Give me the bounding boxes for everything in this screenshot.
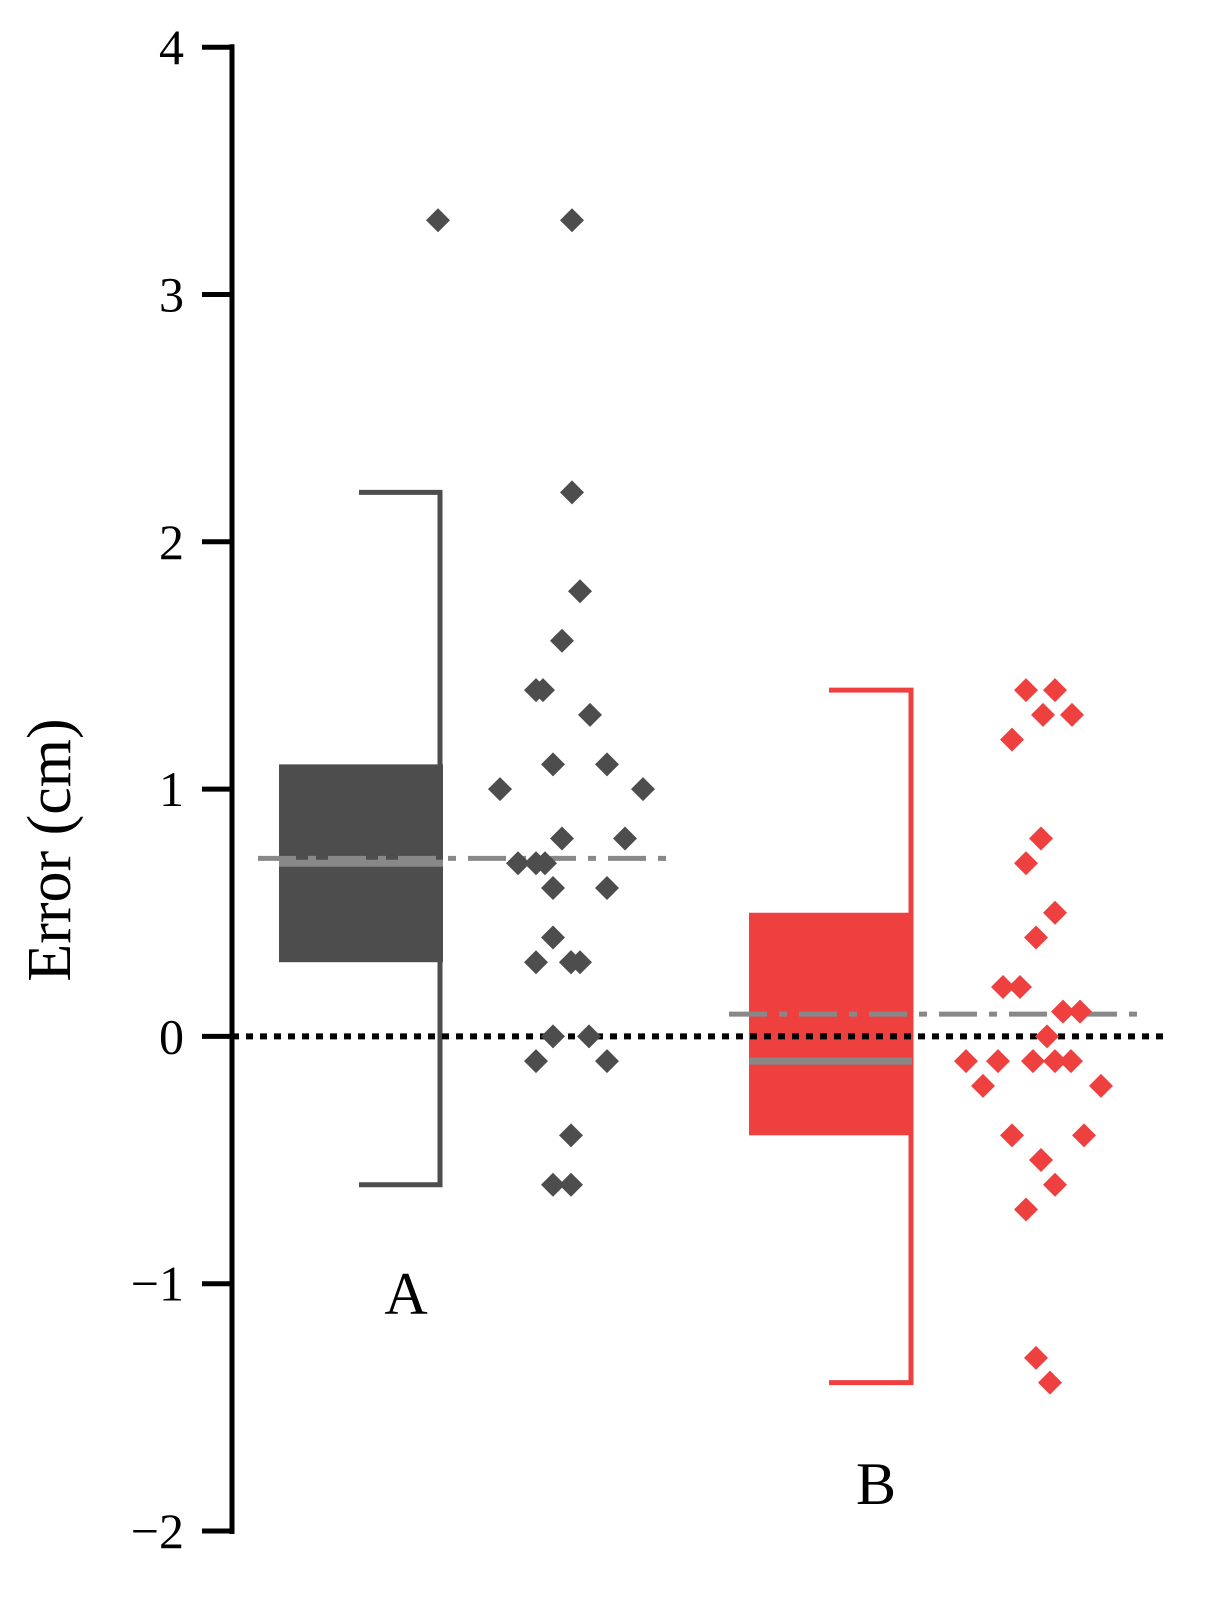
data-point [550, 628, 574, 653]
data-point [595, 1049, 619, 1074]
data-point [1068, 999, 1092, 1024]
data-point [1014, 678, 1038, 703]
data-point [559, 950, 583, 975]
y-tick-label: 1 [159, 761, 184, 817]
data-point [631, 777, 655, 802]
data-point [1024, 925, 1048, 950]
data-point [1038, 1370, 1062, 1395]
group-labels: AB [384, 1261, 896, 1517]
y-tick-label: 0 [159, 1008, 184, 1064]
data-point [541, 752, 565, 777]
data-point [541, 876, 565, 901]
data-point [595, 876, 619, 901]
data-point [954, 1049, 978, 1074]
data-point [1043, 1049, 1067, 1074]
data-point [1000, 727, 1024, 752]
box-groups [279, 489, 914, 1386]
data-point [1014, 851, 1038, 876]
data-point [1089, 1073, 1113, 1098]
data-point [595, 752, 619, 777]
data-point [524, 1049, 548, 1074]
data-point [426, 208, 450, 233]
data-point [568, 579, 592, 604]
data-point [991, 974, 1015, 999]
data-point [1031, 702, 1055, 727]
data-point [577, 1024, 601, 1049]
data-point [541, 925, 565, 950]
data-point [613, 826, 637, 851]
data-point [986, 1049, 1010, 1074]
data-point [1024, 1345, 1048, 1370]
data-point [550, 826, 574, 851]
data-point [1029, 1148, 1053, 1173]
data-point [533, 851, 557, 876]
y-tick-label: −1 [131, 1256, 184, 1312]
data-point [524, 950, 548, 975]
group-label: A [384, 1261, 427, 1327]
data-point [1008, 974, 1032, 999]
data-point [1029, 826, 1053, 851]
data-point [1043, 900, 1067, 925]
data-point [971, 1073, 995, 1098]
y-tick-label: −2 [131, 1503, 184, 1559]
data-point [1043, 1172, 1067, 1197]
data-point [531, 678, 555, 703]
y-tick-label: 2 [159, 514, 184, 570]
data-point [1060, 702, 1084, 727]
data-point [559, 1123, 583, 1148]
y-tick-label: 4 [159, 19, 184, 75]
data-point [1059, 1049, 1083, 1074]
data-point [541, 1172, 565, 1197]
data-point [1072, 1123, 1096, 1148]
y-axis: 4 3 2 1 0 −1 −2 [131, 19, 235, 1559]
data-point [488, 777, 512, 802]
data-point [560, 208, 584, 233]
data-point [560, 480, 584, 505]
data-point [1051, 999, 1075, 1024]
data-point [578, 702, 602, 727]
y-tick-label: 3 [159, 267, 184, 323]
data-point [506, 851, 530, 876]
iqr-box [749, 912, 912, 1136]
y-axis-label: Error (cm) [16, 718, 84, 981]
data-points [426, 208, 1113, 1395]
data-point [1014, 1197, 1038, 1222]
data-point [1043, 678, 1067, 703]
data-point [1000, 1123, 1024, 1148]
group-label: B [856, 1451, 896, 1517]
data-point [559, 1172, 583, 1197]
data-point [1021, 1049, 1045, 1074]
data-point [1035, 1024, 1059, 1049]
data-point [541, 1024, 565, 1049]
